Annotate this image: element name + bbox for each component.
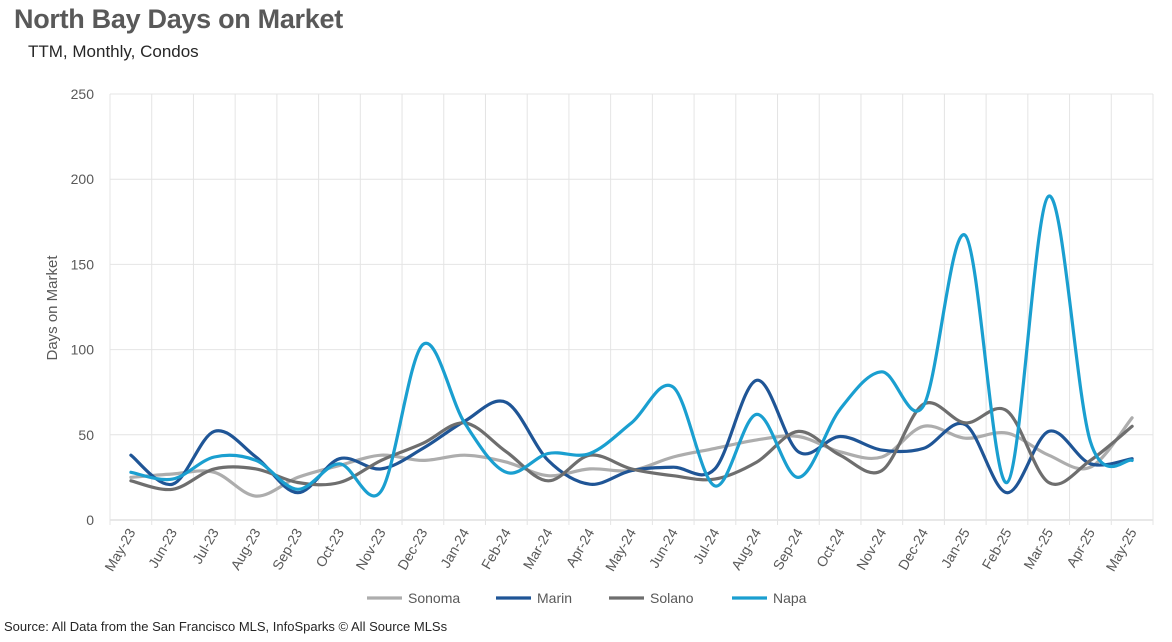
x-tick-label: Aug-23 [227, 525, 264, 572]
x-tick-label: May-23 [101, 525, 138, 574]
legend-label-marin: Marin [537, 590, 572, 606]
series-lines [129, 194, 1134, 498]
x-tick-label: Jan-25 [938, 525, 973, 570]
y-tick-label: 50 [78, 427, 94, 443]
x-tick-label: Oct-24 [813, 525, 848, 570]
chart-subtitle: TTM, Monthly, Condos [28, 42, 199, 61]
y-tick-label: 150 [71, 256, 95, 272]
legend-label-napa: Napa [773, 590, 807, 606]
y-tick-label: 200 [71, 171, 95, 187]
x-tick-label: Nov-24 [853, 525, 890, 572]
x-tick-label: May-25 [1103, 525, 1140, 574]
series-line-napa [129, 194, 1134, 498]
x-tick-label: Jun-24 [646, 525, 681, 570]
x-tick-label: Dec-23 [394, 525, 431, 572]
x-tick-label: Apr-24 [563, 525, 598, 570]
y-axis-label: Days on Market [44, 255, 61, 361]
x-tick-label: Feb-24 [478, 525, 514, 572]
legend-label-solano: Solano [650, 590, 694, 606]
x-tick-label: Jun-23 [145, 525, 180, 570]
x-tick-label: Nov-23 [352, 525, 389, 572]
x-tick-label: Sep-23 [269, 525, 306, 572]
x-tick-label: Mar-24 [520, 525, 556, 572]
series-line-solano [129, 401, 1134, 492]
x-tick-label: Oct-23 [312, 525, 347, 570]
chart-title: North Bay Days on Market [14, 4, 343, 34]
y-axis-ticks: 0 50 100 150 200 250 [71, 86, 95, 528]
x-tick-label: Apr-25 [1063, 525, 1098, 570]
legend-label-sonoma: Sonoma [408, 590, 460, 606]
x-tick-label: Jan-24 [437, 525, 472, 570]
x-axis-ticks: May-23 Jun-23 Jul-23 Aug-23 Sep-23 Oct-23 Nov-… [101, 525, 1140, 574]
x-tick-label: Jul-23 [189, 525, 222, 566]
y-tick-label: 250 [71, 86, 95, 102]
y-tick-label: 0 [86, 512, 94, 528]
x-tick-label: Feb-25 [979, 525, 1015, 572]
legend: Sonoma Marin Solano Napa [367, 590, 807, 606]
x-tick-label: Sep-24 [770, 525, 807, 572]
x-tick-label: Jul-24 [690, 525, 723, 566]
y-tick-label: 100 [71, 342, 95, 358]
x-tick-label: Aug-24 [728, 525, 765, 572]
source-note: Source: All Data from the San Francisco … [4, 619, 448, 634]
x-tick-label: Dec-24 [895, 525, 932, 572]
grid-lines [109, 93, 1154, 525]
x-tick-label: Mar-25 [1020, 525, 1056, 572]
x-tick-label: May-24 [602, 525, 639, 574]
series-line-marin [129, 378, 1134, 495]
